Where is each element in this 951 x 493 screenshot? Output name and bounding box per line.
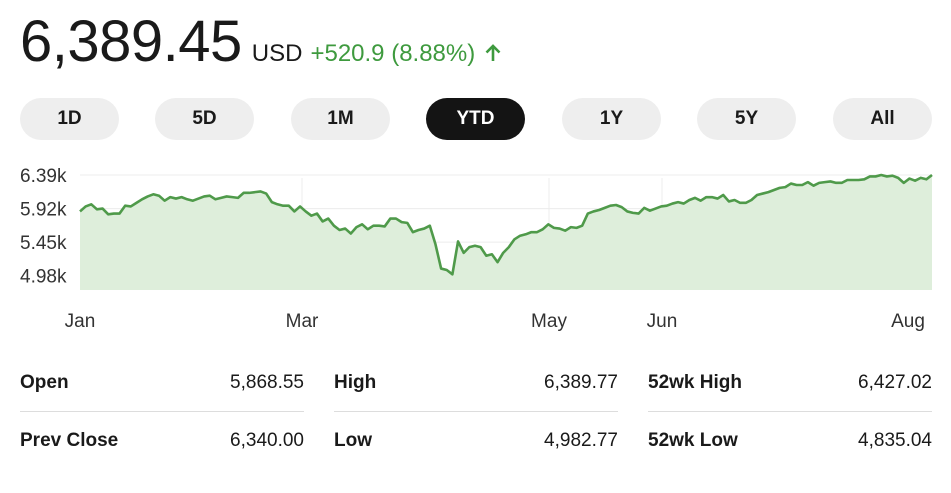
currency-code: USD	[251, 40, 303, 67]
stat-value: 6,340.00	[230, 430, 304, 451]
stat-open: Open 5,868.55	[20, 354, 304, 412]
stat-label: Low	[334, 430, 372, 451]
range-ytd-button[interactable]: YTD	[426, 98, 525, 140]
x-axis-labels: Jan Mar May Jun Aug	[65, 311, 925, 332]
price-area-fill	[80, 175, 932, 290]
stats-table: Open 5,868.55 High 6,389.77 52wk High 6,…	[20, 354, 932, 470]
range-5d-button[interactable]: 5D	[155, 98, 254, 140]
current-price: 6,389.45	[20, 9, 242, 74]
stat-value: 4,835.04	[858, 430, 932, 451]
stat-label: Prev Close	[20, 430, 119, 451]
stat-label: High	[334, 371, 377, 393]
stat-value: 6,389.77	[544, 371, 618, 393]
arrow-up-icon	[483, 43, 503, 63]
y-tick-label: 6.39k	[20, 166, 67, 187]
quote-header: 6,389.45 USD +520.9 (8.88%)	[20, 6, 503, 78]
range-5y-button[interactable]: 5Y	[697, 98, 796, 140]
stat-low: Low 4,982.77	[334, 412, 618, 470]
stat-value: 6,427.02	[858, 371, 932, 393]
range-1d-button[interactable]: 1D	[20, 98, 119, 140]
stat-label: Open	[20, 371, 69, 393]
stat-value: 5,868.55	[230, 371, 304, 393]
range-1y-button[interactable]: 1Y	[562, 98, 661, 140]
y-axis-labels: 6.39k 5.92k 5.45k 4.98k	[20, 166, 67, 288]
range-all-button[interactable]: All	[833, 98, 932, 140]
x-tick-label: May	[531, 311, 567, 332]
stat-value: 4,982.77	[544, 430, 618, 451]
y-tick-label: 5.45k	[20, 233, 67, 254]
price-change: +520.9 (8.88%)	[310, 40, 476, 67]
price-line	[79, 173, 933, 276]
price-chart[interactable]: 6.39k 5.92k 5.45k 4.98k Jan Mar May Jun …	[0, 150, 951, 340]
stat-52wk-low: 52wk Low 4,835.04	[648, 412, 932, 470]
x-tick-label: Aug	[891, 311, 925, 332]
stat-high: High 6,389.77	[334, 354, 618, 412]
time-range-selector: 1D 5D 1M YTD 1Y 5Y All	[20, 98, 932, 140]
x-tick-label: Jan	[65, 311, 96, 332]
stat-prev-close: Prev Close 6,340.00	[20, 412, 304, 470]
range-1m-button[interactable]: 1M	[291, 98, 390, 140]
stat-label: 52wk Low	[648, 430, 738, 451]
stat-label: 52wk High	[648, 371, 742, 393]
x-tick-label: Jun	[647, 311, 678, 332]
stat-52wk-high: 52wk High 6,427.02	[648, 354, 932, 412]
y-tick-label: 5.92k	[20, 200, 67, 221]
x-tick-label: Mar	[286, 311, 319, 332]
y-tick-label: 4.98k	[20, 267, 67, 288]
